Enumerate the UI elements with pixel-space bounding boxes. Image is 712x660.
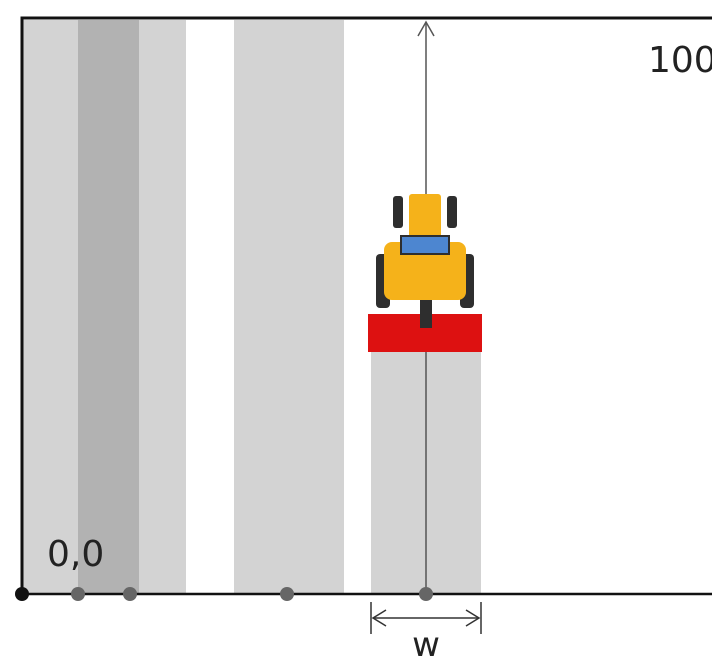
origin-marker: [15, 587, 29, 601]
tractor-cab: [400, 235, 450, 255]
tractor-body: [384, 242, 466, 300]
origin-label: 0,0: [47, 534, 104, 575]
width-label: w: [412, 625, 440, 660]
position-markers: [15, 587, 433, 601]
field-boundary: [20, 16, 712, 594]
width-arrow-left-icon: [371, 609, 387, 627]
strip-marker: [280, 587, 294, 601]
strip-marker: [419, 587, 433, 601]
coverage-strip-overlap: [78, 20, 139, 594]
travel-arrow-icon: [417, 20, 435, 37]
strip-marker: [71, 587, 85, 601]
tractor-icon: [368, 194, 482, 352]
coverage-strip-2: [234, 20, 344, 594]
strip-marker: [123, 587, 137, 601]
corner-label: 100: [648, 40, 712, 81]
front-right-tire: [447, 196, 457, 228]
tractor-hitch: [420, 298, 432, 328]
width-arrow-right-icon: [465, 609, 481, 627]
width-dimension: [370, 602, 482, 634]
front-left-tire: [393, 196, 403, 228]
tractor-hood: [409, 194, 441, 244]
coverage-strips: [22, 20, 481, 594]
